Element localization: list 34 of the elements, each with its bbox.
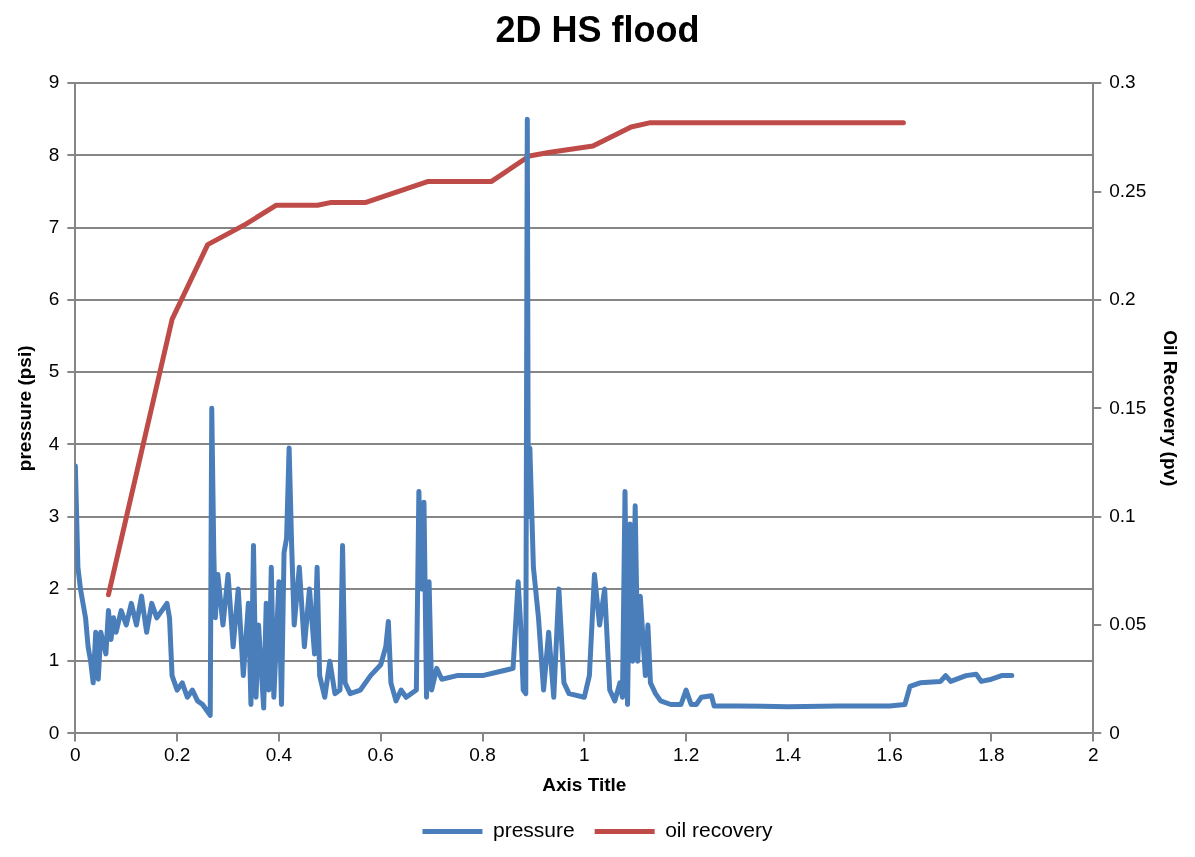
x-tick-label: 1.6	[876, 744, 903, 766]
chart-title: 2D HS flood	[495, 8, 700, 50]
y2-tick-label: 0.05	[1109, 613, 1147, 635]
y-tick-label: 4	[48, 432, 60, 454]
y2-tick-label: 0.3	[1109, 71, 1136, 93]
x-tick-label: 0.6	[367, 744, 394, 766]
x-tick-label: 1.4	[774, 744, 802, 766]
y2-tick-label: 0	[1109, 721, 1120, 743]
x-axis-title: Axis Title	[542, 773, 627, 795]
y-axis-title: pressure (psi)	[13, 345, 35, 472]
y-tick-label: 8	[48, 143, 60, 165]
legend-label: pressure	[492, 818, 575, 842]
y-tick-label: 2	[48, 577, 60, 599]
y2-axis-title: Oil Recovery (pv)	[1160, 330, 1182, 487]
y-tick-label: 7	[48, 215, 60, 237]
x-tick-label: 0.4	[265, 744, 293, 766]
y2-tick-label: 0.2	[1109, 288, 1136, 310]
x-tick-label: 0.2	[163, 744, 191, 766]
x-tick-label: 1	[579, 744, 590, 766]
legend-label: oil recovery	[665, 818, 774, 842]
x-tick-label: 1.2	[672, 744, 700, 766]
y-tick-label: 6	[48, 288, 60, 310]
y2-tick-label: 0.15	[1109, 396, 1147, 418]
x-tick-label: 0.8	[469, 744, 496, 766]
y-tick-label: 3	[48, 504, 60, 526]
y-tick-label: 9	[48, 71, 60, 93]
x-tick-label: 2	[1087, 744, 1099, 766]
y2-tick-label: 0.25	[1109, 179, 1147, 201]
x-tick-label: 0	[70, 744, 81, 766]
y-tick-label: 5	[48, 360, 60, 382]
y-tick-label: 1	[48, 649, 60, 671]
y-tick-label: 0	[48, 721, 60, 743]
x-tick-label: 1.8	[978, 744, 1005, 766]
y2-tick-label: 0.1	[1109, 504, 1136, 526]
